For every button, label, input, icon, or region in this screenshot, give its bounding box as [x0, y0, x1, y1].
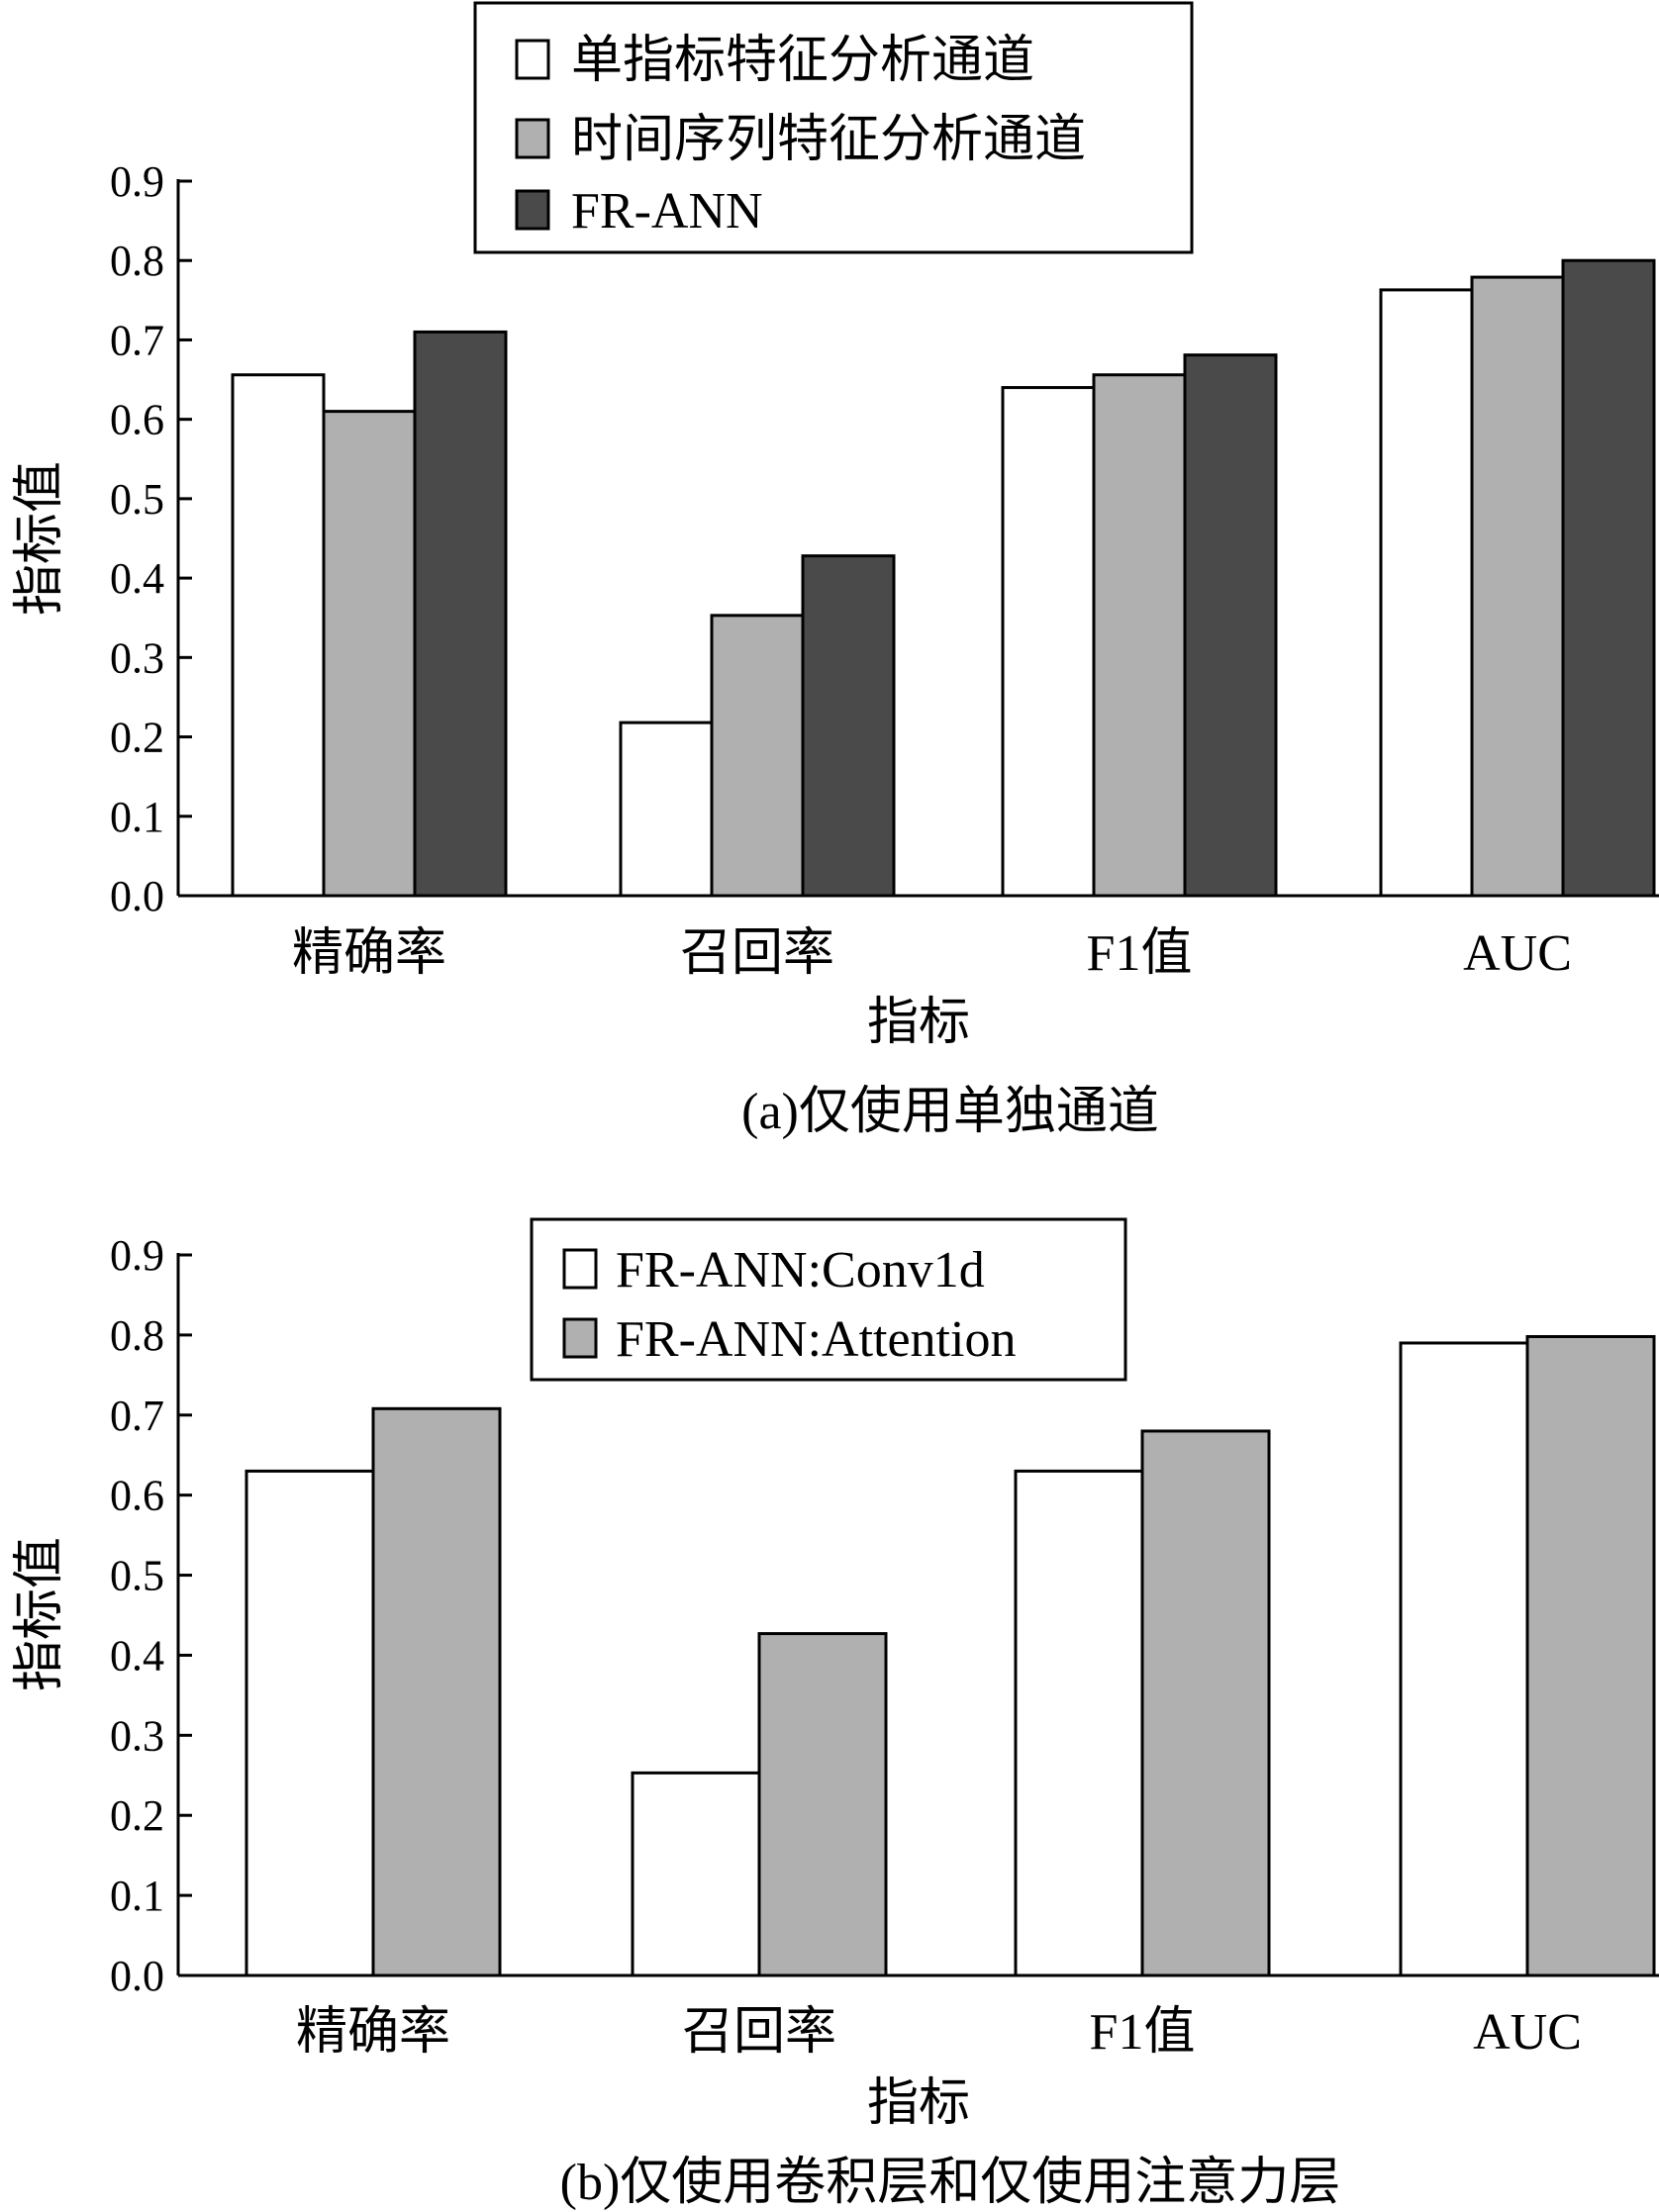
legend-swatch [562, 1317, 598, 1359]
y-tick-label: 0.2 [110, 714, 164, 762]
bar-3-3 [1183, 353, 1278, 898]
y-tick-label: 0.3 [110, 1711, 164, 1760]
bar-2-1 [371, 1406, 502, 1977]
y-axis-title: 指标值 [12, 461, 68, 616]
legend-label: FR-ANN:Conv1d [616, 1242, 985, 1298]
y-tick-label: 0.4 [110, 1631, 164, 1680]
bar-2-2 [757, 1632, 888, 1977]
bar-2-3 [1140, 1429, 1271, 1977]
bar-1-4 [1399, 1341, 1529, 1977]
y-tick-label: 0.5 [110, 475, 164, 524]
category-label: F1值 [1087, 925, 1193, 982]
bar-3-1 [413, 330, 508, 898]
chart-b: 0.0 0.1 0.2 0.3 0.4 0.5 0.6 0.7 0.8 0.9 精确率 召回率 F1值 A… [12, 1217, 1659, 2211]
category-label: 精确率 [292, 925, 446, 982]
y-axis-title: 指标值 [12, 1537, 68, 1691]
y-tick-label: 0.0 [110, 1952, 164, 2000]
bar-1-1 [231, 373, 326, 898]
bar-2-3 [1092, 373, 1187, 898]
y-tick-label: 0.2 [110, 1791, 164, 1840]
legend-label: 时间序列特征分析通道 [571, 112, 1086, 168]
x-axis-title: 指标 [867, 2075, 970, 2132]
bar-1-2 [631, 1771, 761, 1977]
legend: FR-ANN:Conv1d FR-ANN:Attention [530, 1217, 1127, 1382]
bar-2-4 [1525, 1335, 1656, 1977]
category-label: 召回率 [682, 2004, 836, 2061]
legend-label: FR-ANN:Attention [616, 1311, 1016, 1368]
legend-swatch [562, 1248, 598, 1290]
category-label: F1值 [1090, 2004, 1196, 2061]
bar-2-1 [322, 410, 417, 898]
legend-box [473, 1, 1194, 254]
legend-label: FR-ANN [571, 183, 763, 240]
legend-swatch [515, 39, 550, 80]
y-tick-label: 0.8 [110, 1311, 164, 1360]
y-tick-label: 0.8 [110, 237, 164, 285]
y-tick-label: 0.4 [110, 554, 164, 603]
y-tick-label: 0.5 [110, 1552, 164, 1600]
bar-1-1 [244, 1469, 375, 1977]
chart-a: 0.0 0.1 0.2 0.3 0.4 0.5 0.6 0.7 0.8 0.9 精确率 召回率 F1值 A… [12, 1, 1659, 1140]
y-tick-label: 0.9 [110, 157, 164, 206]
bar-1-3 [1001, 386, 1096, 898]
figure-caption: (b)仅使用卷积层和仅使用注意力层 [560, 2155, 1341, 2211]
y-tick-label: 0.7 [110, 316, 164, 364]
bar-3-4 [1561, 258, 1656, 898]
category-label: AUC [1473, 2004, 1582, 2061]
y-tick-label: 0.9 [110, 1231, 164, 1280]
category-label: 召回率 [680, 925, 834, 982]
legend-swatch [515, 118, 550, 159]
y-tick-label: 0.6 [110, 1472, 164, 1520]
bar-1-2 [619, 721, 714, 898]
bar-1-4 [1379, 288, 1474, 898]
y-tick-label: 0.6 [110, 396, 164, 444]
bar-1-3 [1014, 1469, 1144, 1977]
legend-label: 单指标特征分析通道 [571, 33, 1034, 89]
y-tick-label: 0.3 [110, 633, 164, 682]
x-axis-title: 指标 [867, 995, 970, 1051]
y-tick-label: 0.7 [110, 1392, 164, 1440]
y-tick-label: 0.1 [110, 793, 164, 841]
bar-2-4 [1470, 275, 1565, 898]
bar-3-2 [801, 554, 896, 898]
y-tick-label: 0.1 [110, 1872, 164, 1920]
legend-swatch [515, 189, 550, 231]
category-label: 精确率 [296, 2004, 450, 2061]
figure-caption: (a)仅使用单独通道 [741, 1084, 1159, 1140]
legend-box [530, 1217, 1127, 1382]
bar-2-2 [710, 614, 805, 898]
category-label: AUC [1463, 925, 1572, 982]
y-tick-label: 0.0 [110, 872, 164, 920]
